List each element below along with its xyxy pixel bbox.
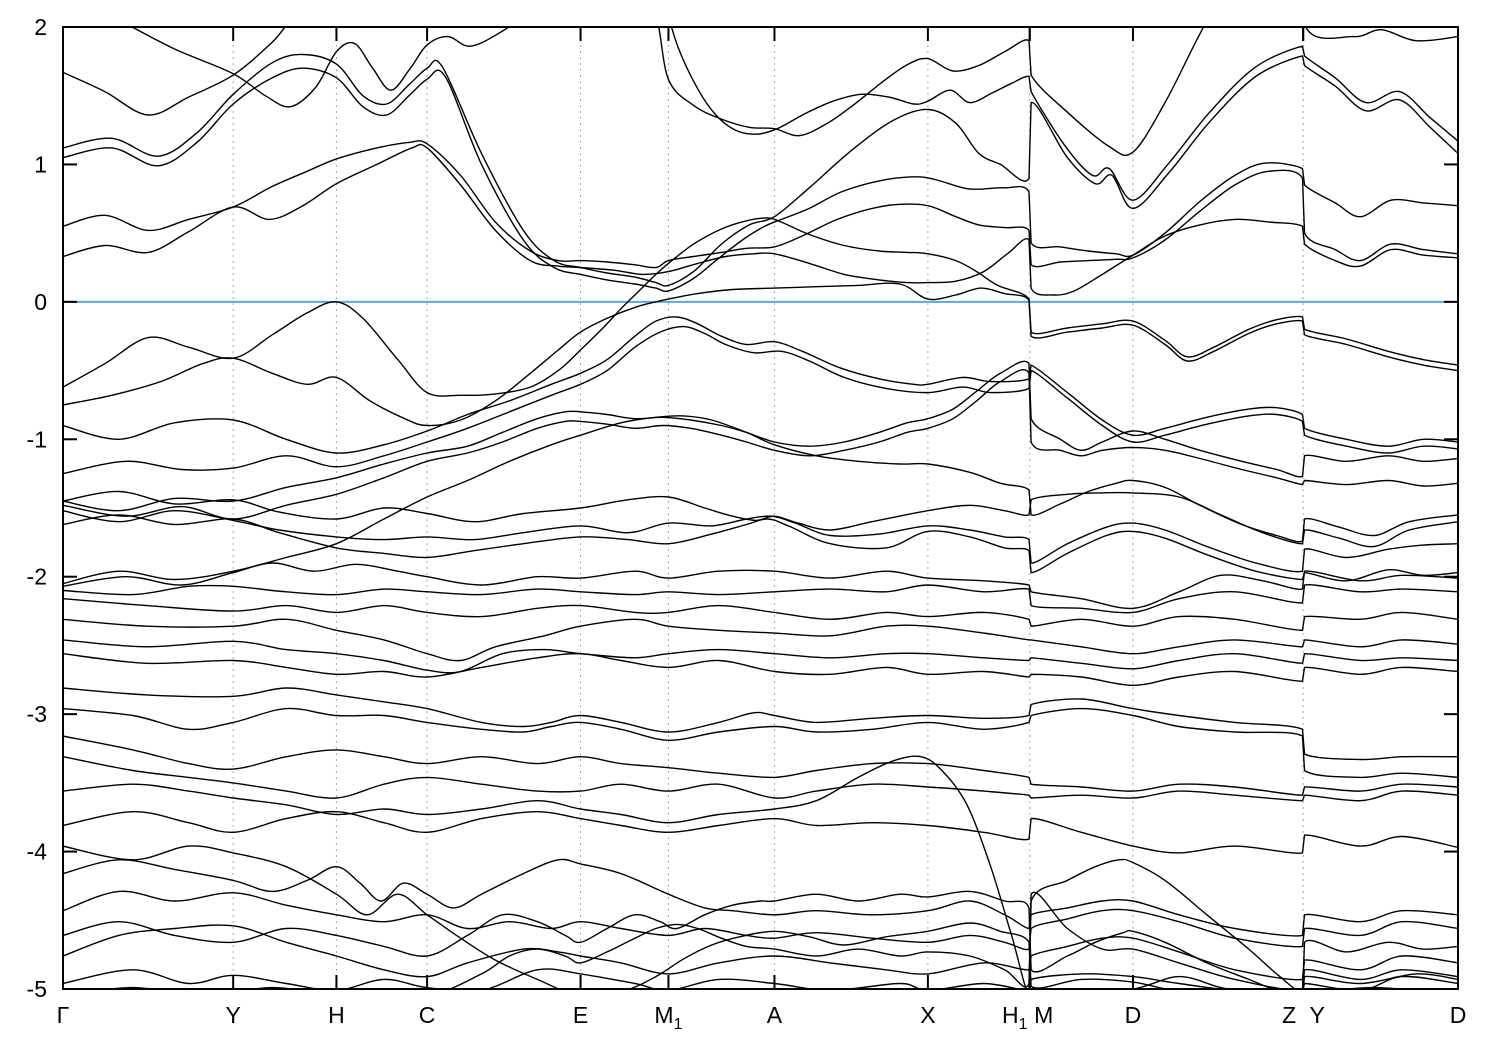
band-path-10 [63, 360, 1458, 512]
y-tick-label: -1 [27, 426, 47, 452]
kpoint-label: Y [1309, 1002, 1324, 1028]
band-path-14 [63, 509, 1458, 573]
band-path-26 [63, 810, 1458, 854]
band-path-24 [63, 735, 1458, 796]
kpoint-label: M1 [654, 1002, 682, 1033]
band-path-8 [63, 316, 1458, 454]
kpoint-label: E [573, 1002, 588, 1028]
band-path-32 [63, 845, 1407, 989]
band-path-4 [63, 140, 1458, 269]
band-path-31 [63, 755, 1458, 989]
band-path-6 [63, 217, 1458, 397]
bands-group [63, 27, 1458, 989]
band-path-29 [63, 924, 1458, 981]
band-path-2 [63, 53, 1458, 287]
kpoint-label: D [1125, 1002, 1142, 1028]
band-path-28 [63, 890, 1458, 951]
y-tick-label: 0 [34, 289, 47, 315]
band-path-35 [627, 922, 1169, 989]
y-tick-label: 1 [34, 151, 47, 177]
kpoint-label: A [767, 1002, 783, 1028]
band-path-16 [63, 562, 1458, 610]
band-path-12 [63, 415, 1458, 585]
band-path-11 [63, 368, 1458, 520]
kpoint-label: C [419, 1002, 436, 1028]
y-tick-label: -2 [27, 564, 47, 590]
band-path-17 [63, 584, 1458, 614]
band-path-25 [63, 756, 1458, 802]
band-path-18 [63, 598, 1458, 632]
band-path-27 [63, 858, 1458, 937]
kpoint-label: H1 [1002, 1002, 1028, 1033]
kpoint-label: H [328, 1002, 345, 1028]
band-path-5 [63, 143, 1458, 296]
band-path-33 [104, 858, 1458, 989]
band-path-0 [63, 27, 1458, 157]
band-path-23 [63, 707, 1458, 779]
y-tick-label: -4 [27, 839, 48, 865]
band-path-21 [63, 652, 1458, 687]
kpoint-label: X [920, 1002, 935, 1028]
band-path-7 [63, 282, 1458, 427]
band-path-34 [63, 890, 1458, 989]
plot-border [62, 26, 1459, 990]
y-tick-label: 2 [34, 14, 47, 40]
kpoint-label: Y [226, 1002, 241, 1028]
y-tick-label: -5 [27, 976, 47, 1002]
band-path-15 [63, 514, 1458, 582]
band-path-3 [63, 67, 1458, 293]
kpoint-label: Γ [57, 1002, 70, 1028]
band-path-19 [63, 618, 1458, 662]
band-path-13 [63, 490, 1458, 548]
kpoint-label: M [1034, 1002, 1053, 1028]
kpoint-label: Z [1282, 1002, 1296, 1028]
kpoint-label: D [1450, 1002, 1467, 1028]
band-path-9 [63, 325, 1458, 475]
y-tick-label: -3 [27, 701, 47, 727]
band-path-1 [130, 27, 1458, 201]
band-path-20 [63, 639, 1458, 674]
band-path-22 [63, 687, 1458, 761]
